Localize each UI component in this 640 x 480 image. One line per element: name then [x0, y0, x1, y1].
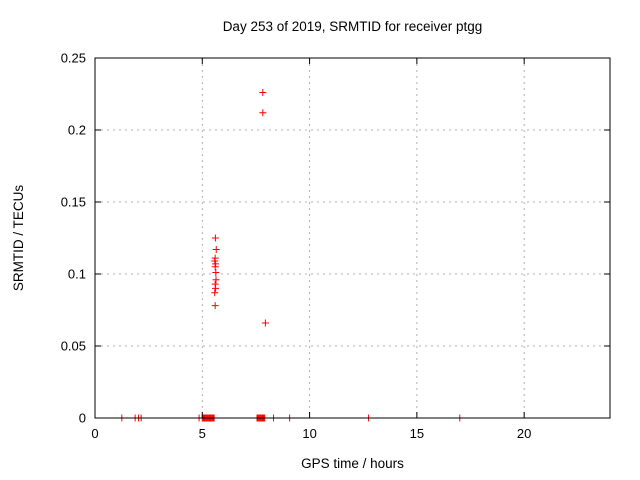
plot-border-rect — [94, 57, 611, 419]
plot-border — [94, 57, 611, 419]
grid-lines — [95, 58, 610, 418]
data-point-marker — [211, 289, 219, 297]
data-point-marker — [212, 246, 220, 254]
data-point-marker — [259, 109, 267, 117]
y-tick-label: 0.1 — [68, 267, 86, 282]
data-point-marker — [211, 302, 219, 310]
y-tick-label: 0.2 — [68, 123, 86, 138]
chart-title: Day 253 of 2019, SRMTID for receiver ptg… — [222, 19, 483, 34]
data-point-marker — [211, 234, 219, 242]
data-point-marker — [212, 276, 220, 284]
x-tick-label: 20 — [517, 426, 531, 441]
x-tick-label: 10 — [302, 426, 316, 441]
data-point-marker — [212, 284, 220, 292]
x-axis-label: GPS time / hours — [301, 456, 404, 471]
data-points — [118, 89, 464, 422]
y-tick-label: 0 — [79, 411, 86, 426]
y-axis-label: SRMTID / TECUs — [11, 184, 26, 292]
x-tick-labels: 0 5 10 15 20 — [91, 426, 531, 441]
data-point-marker — [261, 319, 269, 327]
y-tick-label: 0.25 — [61, 51, 86, 66]
y-tick-labels: 0 0.05 0.1 0.15 0.2 0.25 — [61, 51, 86, 426]
axis-ticks — [94, 57, 610, 419]
x-tick-label: 5 — [199, 426, 206, 441]
x-tick-label: 15 — [410, 426, 424, 441]
data-point-marker — [259, 89, 267, 97]
x-tick-label: 0 — [91, 426, 98, 441]
y-tick-label: 0.15 — [61, 195, 86, 210]
data-point-marker — [211, 263, 219, 271]
data-point-marker — [212, 269, 220, 277]
y-tick-label: 0.05 — [61, 339, 86, 354]
